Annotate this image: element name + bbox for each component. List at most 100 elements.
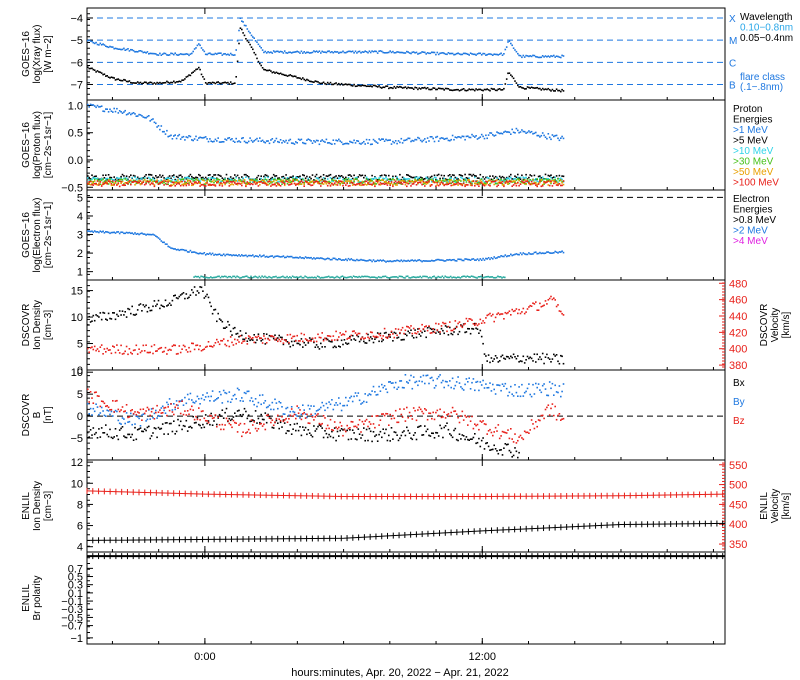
series-point bbox=[485, 442, 487, 445]
series-point bbox=[308, 52, 311, 54]
series-point bbox=[214, 184, 217, 186]
series-point bbox=[424, 330, 426, 332]
series-point bbox=[184, 297, 186, 300]
series-point bbox=[295, 429, 297, 432]
series-point bbox=[238, 335, 240, 338]
series-point bbox=[439, 179, 441, 181]
series-point bbox=[404, 139, 407, 141]
series-point bbox=[315, 50, 318, 52]
series-point bbox=[118, 310, 121, 312]
series-point bbox=[390, 427, 393, 429]
series-point bbox=[484, 276, 487, 278]
series-point bbox=[533, 54, 536, 57]
series-point bbox=[303, 142, 305, 145]
series-point bbox=[458, 136, 461, 138]
series-point bbox=[110, 352, 113, 355]
series-point bbox=[307, 342, 310, 344]
series-point bbox=[364, 180, 366, 183]
series-point bbox=[360, 143, 362, 145]
series-point bbox=[211, 390, 214, 392]
series-point bbox=[179, 174, 182, 176]
series-point bbox=[543, 180, 545, 183]
series-point bbox=[422, 275, 424, 278]
series-point bbox=[295, 414, 297, 416]
series-point bbox=[512, 47, 515, 49]
series-point bbox=[265, 255, 268, 258]
series-point bbox=[357, 259, 360, 262]
series-point bbox=[163, 82, 165, 84]
series-point bbox=[232, 179, 235, 182]
series-point bbox=[198, 173, 200, 176]
series-point bbox=[371, 174, 373, 177]
series-point bbox=[496, 177, 498, 179]
series-point bbox=[302, 181, 304, 184]
series-point bbox=[446, 178, 448, 181]
series-point bbox=[363, 338, 365, 340]
series-point bbox=[315, 257, 318, 259]
series-point bbox=[249, 339, 251, 342]
series-point bbox=[87, 388, 89, 391]
series-point bbox=[474, 136, 476, 138]
series-point bbox=[150, 435, 153, 437]
series-point bbox=[382, 51, 384, 54]
series-point bbox=[159, 238, 161, 241]
series-point bbox=[425, 176, 427, 179]
series-point bbox=[261, 182, 264, 184]
series-point bbox=[425, 275, 427, 278]
series-point bbox=[440, 381, 443, 384]
series-point bbox=[209, 52, 211, 54]
series-point bbox=[532, 133, 534, 135]
series-point bbox=[479, 173, 482, 176]
series-point bbox=[532, 54, 534, 57]
series-point bbox=[335, 139, 337, 142]
series-point bbox=[498, 179, 501, 181]
series-point bbox=[449, 258, 451, 261]
series-point bbox=[358, 332, 361, 335]
series-point bbox=[412, 140, 415, 142]
series-point bbox=[544, 181, 547, 183]
series-point bbox=[173, 53, 175, 56]
series-point bbox=[109, 232, 111, 235]
series-point bbox=[229, 336, 232, 338]
right-y-tick-label: 480 bbox=[729, 278, 747, 290]
series-point bbox=[480, 275, 482, 278]
series-point bbox=[390, 276, 392, 279]
series-point bbox=[508, 178, 511, 180]
series-point bbox=[357, 332, 360, 335]
series-point bbox=[383, 260, 386, 262]
series-point bbox=[429, 136, 432, 138]
series-point bbox=[562, 180, 565, 182]
series-point bbox=[250, 182, 253, 185]
series-point bbox=[277, 255, 279, 257]
series-point bbox=[221, 177, 224, 179]
series-point bbox=[264, 182, 267, 185]
series-point bbox=[507, 311, 509, 314]
series-point bbox=[245, 332, 247, 334]
series-point bbox=[247, 276, 249, 279]
series-point bbox=[181, 293, 183, 295]
series-point bbox=[124, 232, 126, 235]
series-point bbox=[91, 40, 93, 43]
series-point bbox=[285, 432, 287, 435]
series-point bbox=[335, 402, 337, 404]
series-point bbox=[462, 88, 465, 90]
series-point bbox=[279, 180, 282, 183]
right-y-axis-title: DSCOVRVelocity[km/s] bbox=[759, 304, 792, 347]
series-point bbox=[228, 182, 231, 185]
series-point bbox=[451, 333, 454, 336]
series-point bbox=[431, 259, 433, 262]
series-point bbox=[163, 180, 165, 182]
series-point bbox=[106, 433, 108, 436]
series-point bbox=[289, 410, 292, 413]
series-point bbox=[328, 401, 330, 403]
series-point bbox=[170, 185, 172, 187]
series-point bbox=[437, 87, 440, 89]
series-point bbox=[175, 175, 178, 178]
series-point bbox=[399, 179, 401, 181]
series-point bbox=[374, 182, 376, 184]
series-point bbox=[385, 388, 387, 390]
series-point bbox=[103, 232, 106, 234]
series-point bbox=[260, 337, 262, 339]
series-point bbox=[109, 178, 111, 180]
series-point bbox=[121, 184, 124, 186]
